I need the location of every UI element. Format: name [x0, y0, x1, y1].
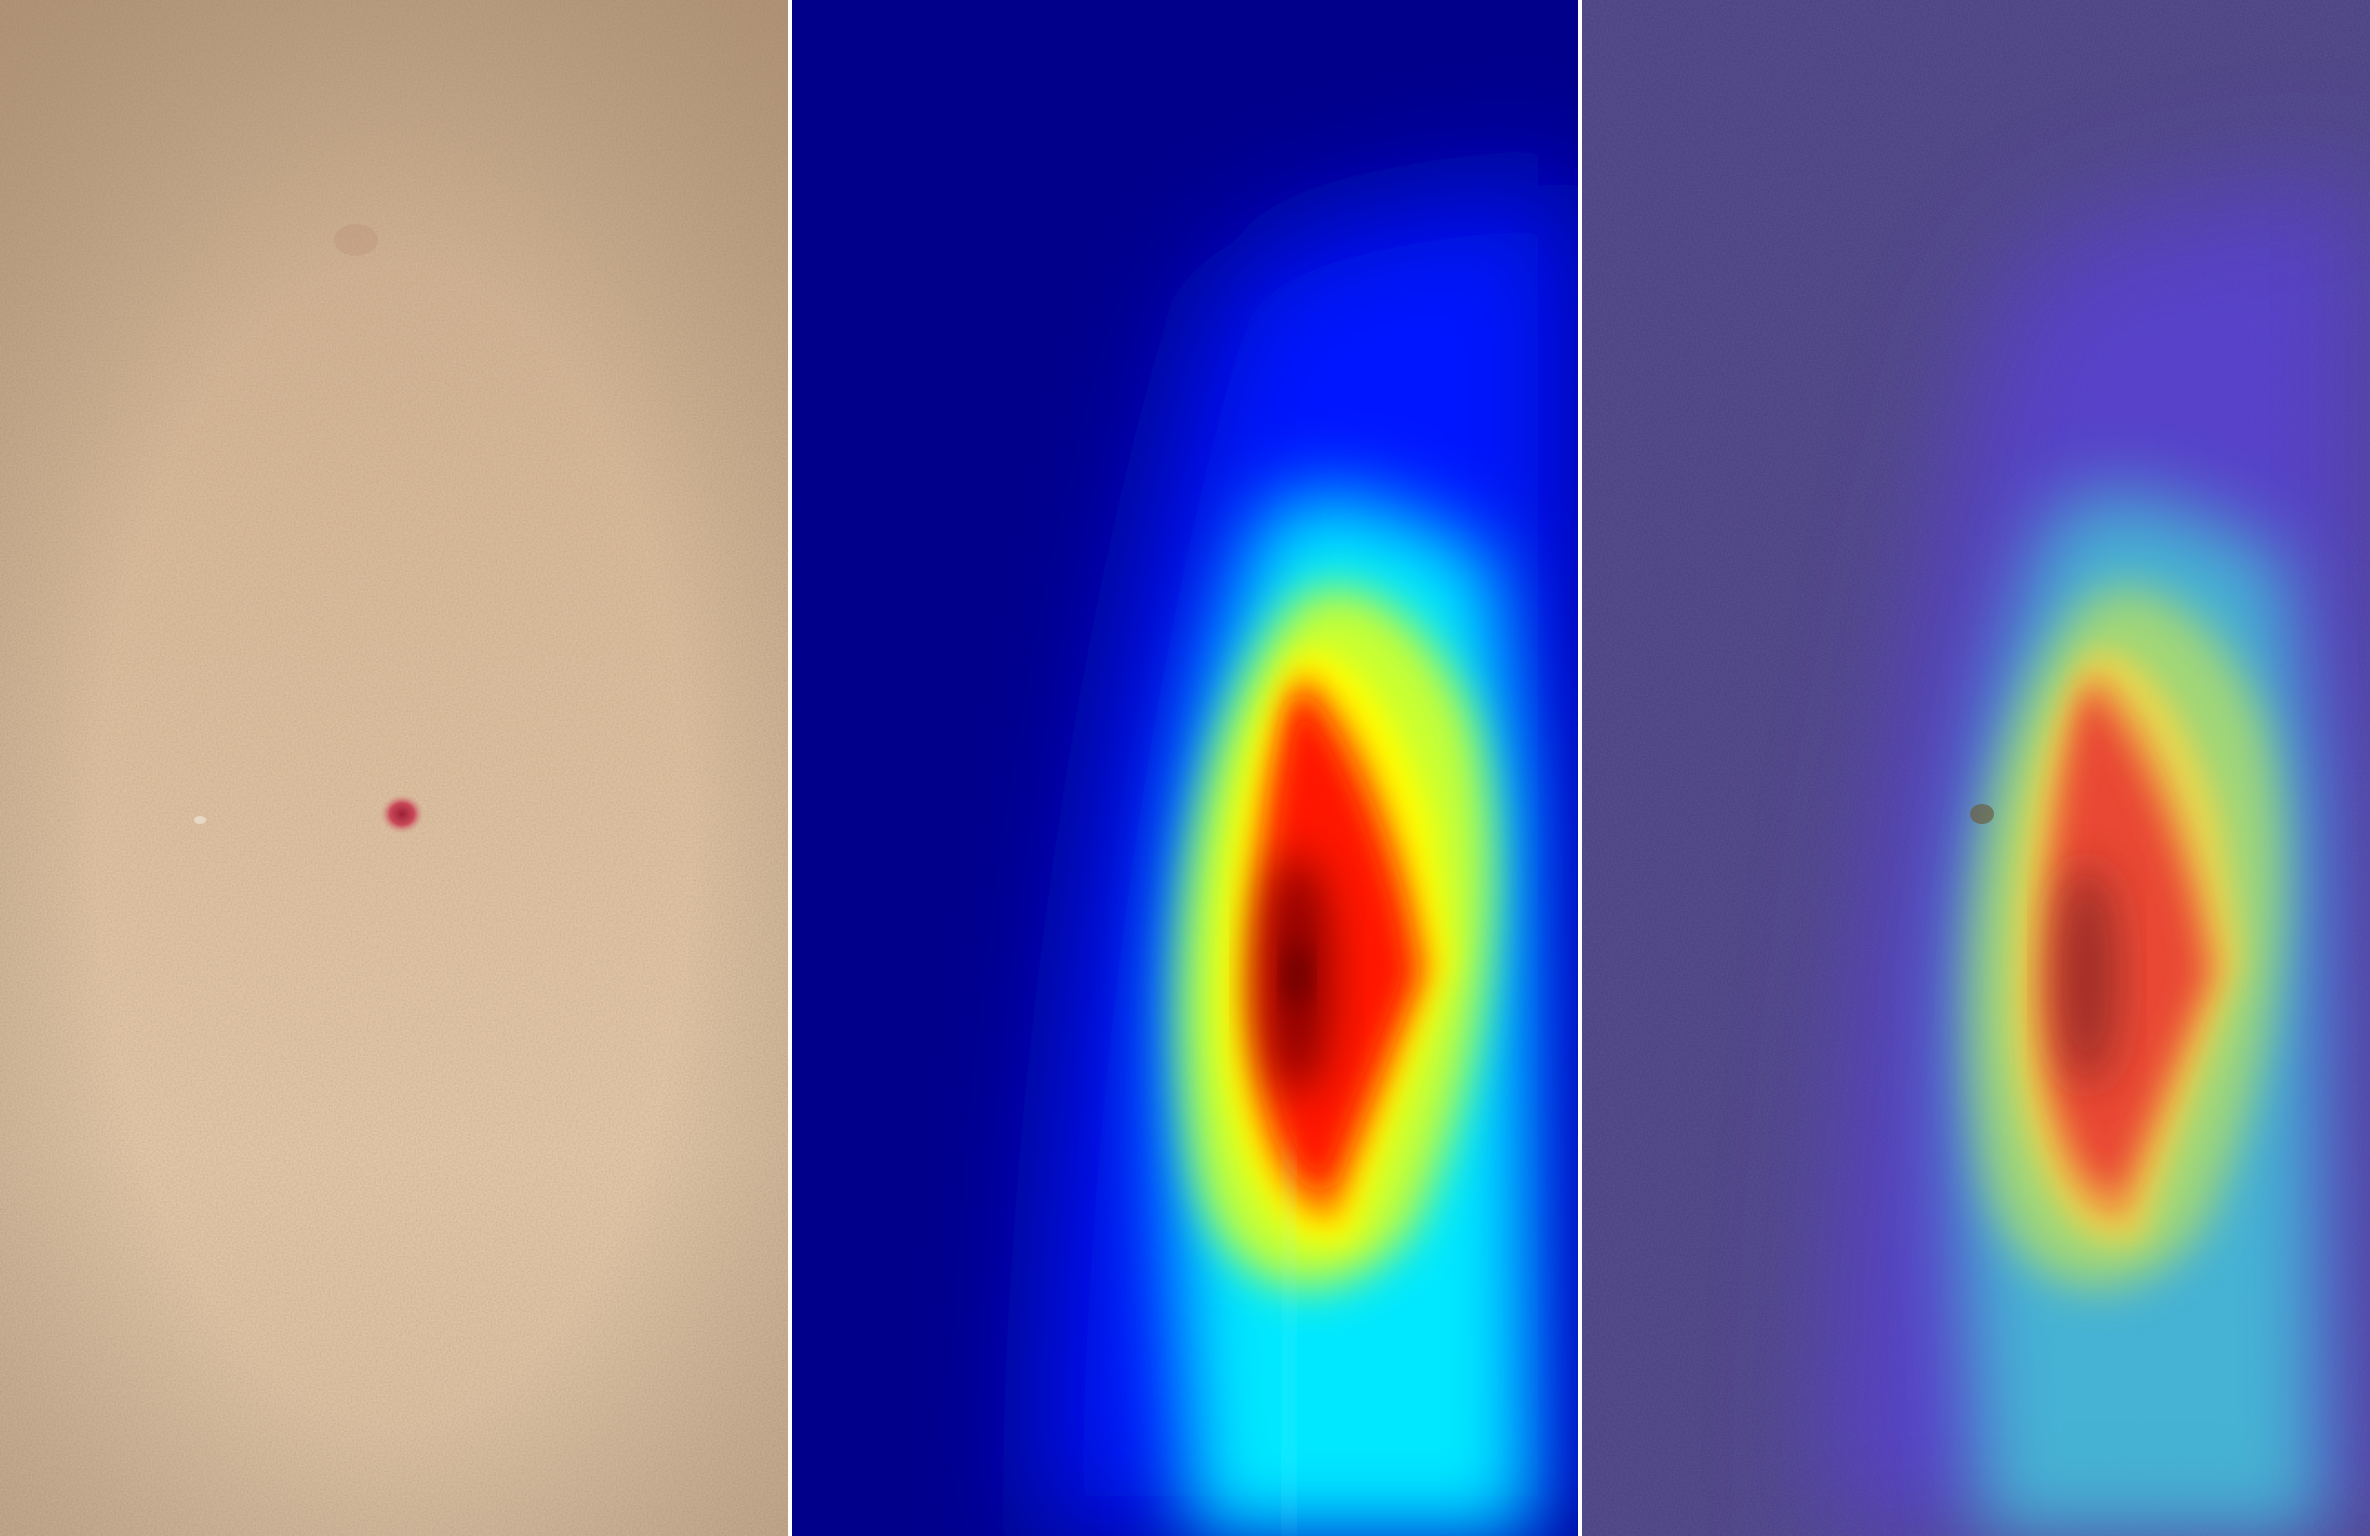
overlay-panel — [1582, 0, 2370, 1536]
heatmap-panel — [792, 0, 1578, 1536]
skin-photo-panel — [0, 0, 788, 1536]
lesion-spot-overlay — [1970, 804, 1994, 824]
heatmap-overlay — [1582, 0, 2370, 1536]
attention-heatmap — [792, 0, 1578, 1536]
skin-photo — [0, 0, 788, 1536]
lesion-spot — [380, 794, 424, 834]
